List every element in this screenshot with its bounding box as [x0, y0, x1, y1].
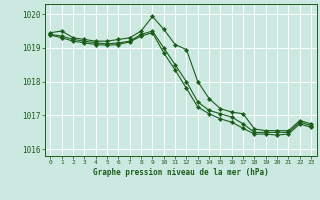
X-axis label: Graphe pression niveau de la mer (hPa): Graphe pression niveau de la mer (hPa) [93, 168, 269, 177]
